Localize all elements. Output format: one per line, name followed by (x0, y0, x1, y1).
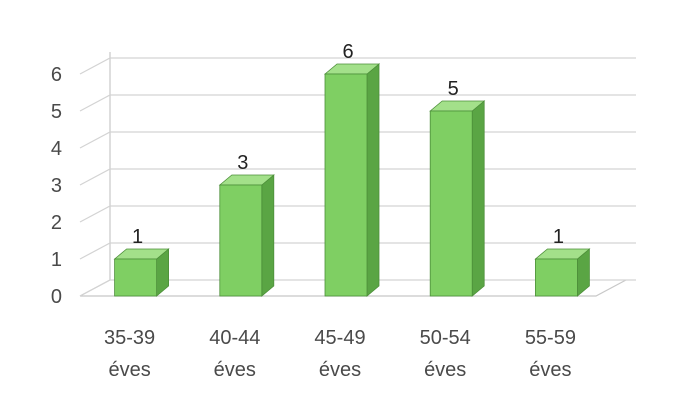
bar-side (471, 100, 485, 297)
category-sublabel-4: éves (424, 359, 466, 381)
x-axis-categories: 35-39 éves 40-44 éves 45-49 éves 50-54 éves 55-5… (104, 327, 576, 381)
category-label-3: 45-49 (314, 327, 365, 349)
data-label-1: 1 (132, 226, 143, 248)
bar-front (114, 258, 157, 297)
bar-front (429, 110, 473, 297)
data-label-4: 5 (448, 78, 459, 100)
y-tick-label-1: 1 (51, 249, 62, 271)
category-sublabel-2: éves (214, 359, 256, 381)
y-tick-label-0: 0 (51, 286, 62, 308)
bar-1 (113, 248, 170, 297)
category-label-1: 35-39 (104, 327, 155, 349)
y-tick-label-4: 4 (51, 138, 62, 160)
data-label-2: 3 (237, 152, 248, 174)
category-label-5: 55-59 (525, 327, 576, 349)
gridline-6 (79, 57, 636, 75)
bars (113, 63, 591, 297)
data-label-5: 1 (553, 226, 564, 248)
bar-side (261, 174, 275, 297)
category-label-2: 40-44 (209, 327, 260, 349)
bar-4 (429, 100, 486, 297)
y-axis-ticks: 0 1 2 3 4 5 6 (51, 64, 62, 308)
gridline-5 (79, 94, 636, 112)
gridlines (79, 57, 636, 297)
category-label-4: 50-54 (420, 327, 471, 349)
bar-5 (534, 248, 591, 297)
y-tick-label-6: 6 (51, 64, 62, 86)
bar-front (535, 258, 578, 297)
data-labels: 1 3 6 5 1 (132, 41, 564, 248)
y-tick-label-2: 2 (51, 212, 62, 234)
category-sublabel-5: éves (529, 359, 571, 381)
bar-2 (218, 174, 275, 297)
bar-front (324, 73, 368, 297)
category-sublabel-3: éves (319, 359, 361, 381)
category-sublabel-1: éves (108, 359, 150, 381)
y-tick-label-3: 3 (51, 175, 62, 197)
bar-front (219, 184, 263, 297)
data-label-3: 6 (342, 41, 353, 63)
bar-side (366, 63, 380, 297)
y-tick-label-5: 5 (51, 101, 62, 123)
bar-3 (323, 63, 381, 297)
side-wall-edge (79, 52, 111, 297)
